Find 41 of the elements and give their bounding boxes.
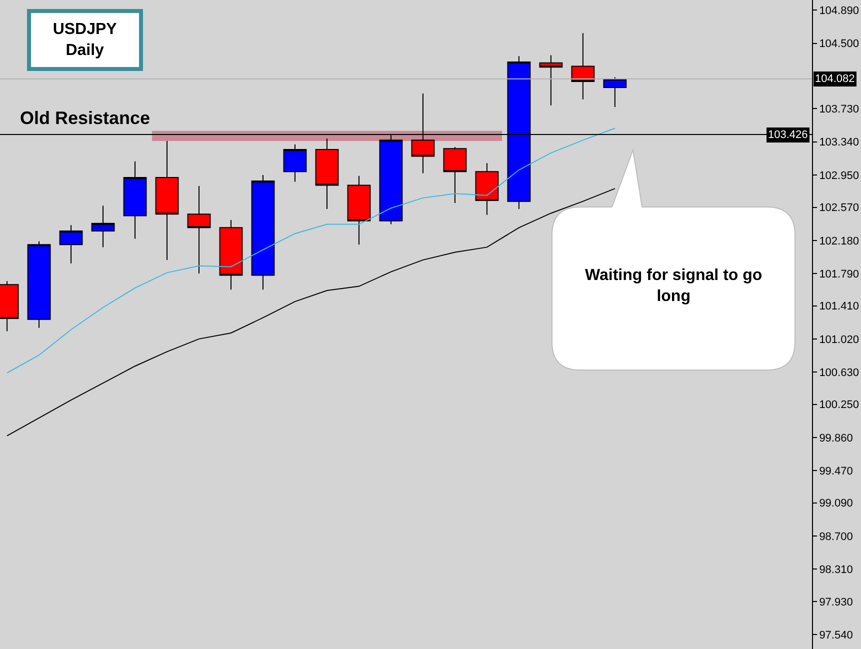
y-tick-label: 102.180 (819, 235, 859, 248)
ref-line-label: 103.426 (768, 129, 808, 141)
y-tick-label: 101.410 (819, 300, 859, 313)
candlestick (283, 144, 307, 182)
candlestick (315, 138, 339, 210)
candlestick (539, 54, 563, 106)
candlestick (219, 220, 243, 290)
ref-line-label: 104.082 (815, 73, 855, 85)
y-tick-label: 100.630 (819, 366, 859, 379)
y-tick-label: 103.340 (819, 136, 859, 149)
annotation: Waiting for signal to go long (585, 267, 762, 305)
candlestick (27, 240, 51, 328)
candlestick (347, 175, 371, 246)
candlestick (91, 205, 115, 248)
y-tick-label: 99.470 (819, 465, 853, 478)
candlestick (475, 162, 499, 216)
y-tick-label: 98.310 (819, 564, 853, 576)
y-tick-label: 98.700 (819, 530, 853, 543)
y-tick-label: 100.250 (819, 399, 859, 412)
y-tick-label: 97.540 (819, 629, 853, 642)
candlestick (603, 76, 627, 108)
y-tick-label: 101.790 (819, 268, 859, 280)
candlestick (443, 146, 467, 204)
candlestick (123, 160, 147, 240)
y-tick-label: 101.020 (819, 334, 859, 346)
y-tick-label: 99.860 (819, 432, 853, 444)
y-tick-label: 103.730 (819, 104, 859, 116)
y-tick-label: 102.950 (819, 170, 859, 182)
y-tick-label: 102.570 (819, 202, 859, 214)
text: Daily (66, 42, 104, 59)
candlestick (251, 174, 275, 290)
candlestick (155, 140, 179, 260)
y-tick-label: 99.090 (819, 498, 853, 510)
candlestick (571, 32, 595, 100)
y-tick-label: 104.500 (819, 38, 859, 50)
candlestick (187, 186, 211, 274)
band-label: Old Resistance (20, 108, 150, 128)
candlestick (59, 224, 83, 264)
y-tick-label: 104.890 (819, 5, 859, 18)
y-tick-label: 97.930 (819, 596, 853, 608)
text: USDJPY (52, 21, 118, 38)
